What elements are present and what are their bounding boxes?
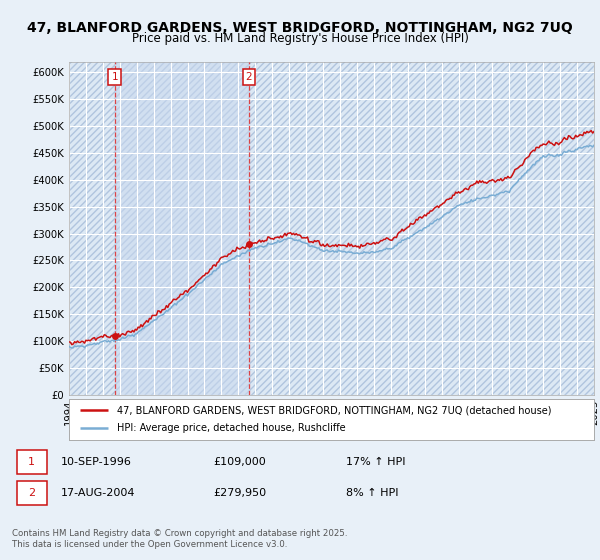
FancyBboxPatch shape bbox=[17, 480, 47, 505]
Text: £109,000: £109,000 bbox=[214, 457, 266, 467]
Text: £279,950: £279,950 bbox=[214, 488, 267, 498]
Text: 1: 1 bbox=[112, 72, 118, 82]
Text: 8% ↑ HPI: 8% ↑ HPI bbox=[346, 488, 398, 498]
Bar bbox=[115, 62, 249, 395]
FancyBboxPatch shape bbox=[17, 450, 47, 474]
Text: Price paid vs. HM Land Registry's House Price Index (HPI): Price paid vs. HM Land Registry's House … bbox=[131, 32, 469, 45]
Text: 2: 2 bbox=[245, 72, 252, 82]
Text: 1: 1 bbox=[28, 457, 35, 467]
Text: 17% ↑ HPI: 17% ↑ HPI bbox=[346, 457, 406, 467]
Text: 2: 2 bbox=[28, 488, 35, 498]
Text: 47, BLANFORD GARDENS, WEST BRIDGFORD, NOTTINGHAM, NG2 7UQ (detached house): 47, BLANFORD GARDENS, WEST BRIDGFORD, NO… bbox=[118, 405, 552, 415]
Text: 47, BLANFORD GARDENS, WEST BRIDGFORD, NOTTINGHAM, NG2 7UQ: 47, BLANFORD GARDENS, WEST BRIDGFORD, NO… bbox=[27, 21, 573, 35]
Text: Contains HM Land Registry data © Crown copyright and database right 2025.
This d: Contains HM Land Registry data © Crown c… bbox=[12, 529, 347, 549]
Text: 10-SEP-1996: 10-SEP-1996 bbox=[61, 457, 132, 467]
Text: 17-AUG-2004: 17-AUG-2004 bbox=[61, 488, 136, 498]
Text: HPI: Average price, detached house, Rushcliffe: HPI: Average price, detached house, Rush… bbox=[118, 423, 346, 433]
